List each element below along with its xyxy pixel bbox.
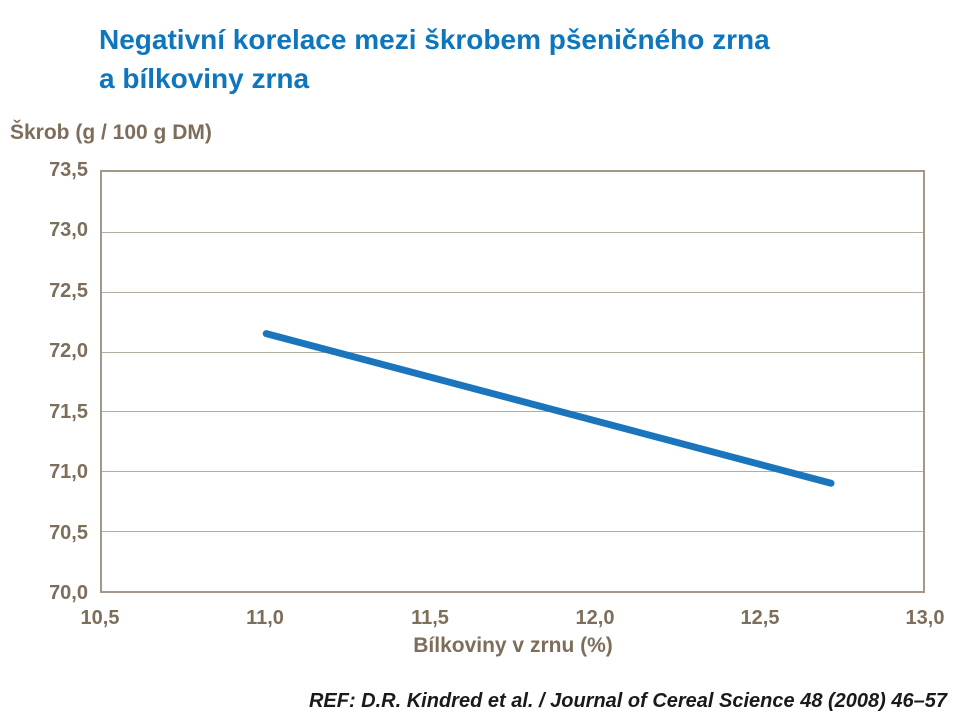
reference-citation: REF: D.R. Kindred et al. / Journal of Ce… bbox=[308, 690, 947, 712]
gridline bbox=[102, 291, 923, 293]
y-tick-label: 71,5 bbox=[49, 400, 88, 423]
x-tick-label: 11,0 bbox=[246, 607, 284, 629]
y-tick-label: 73,0 bbox=[49, 219, 88, 242]
gridline bbox=[102, 471, 923, 473]
slide-title: Negativní korelace mezi škrobem pšeničné… bbox=[99, 24, 770, 94]
x-tick-label: 11,5 bbox=[411, 607, 449, 629]
y-tick-label: 72,5 bbox=[49, 279, 88, 302]
x-axis-title: Bílkoviny v zrnu (%) bbox=[413, 634, 613, 657]
y-tick-label: 71,0 bbox=[49, 461, 88, 484]
y-tick-label: 73,5 bbox=[49, 159, 88, 181]
gridline bbox=[102, 231, 923, 233]
trend-line-chart bbox=[262, 330, 835, 487]
gridline bbox=[102, 411, 923, 413]
gridline bbox=[102, 531, 923, 533]
gridline bbox=[102, 351, 923, 353]
x-tick-label: 13,0 bbox=[905, 607, 945, 629]
x-tick-label: 10,5 bbox=[80, 607, 120, 629]
x-tick-label: 12,0 bbox=[575, 607, 615, 629]
x-tick-label: 12,5 bbox=[740, 607, 780, 629]
y-axis-title: Škrob (g / 100 g DM) bbox=[10, 121, 212, 144]
y-tick-label: 72,0 bbox=[49, 340, 88, 363]
y-tick-label: 70,5 bbox=[49, 521, 88, 544]
y-tick-label: 70,0 bbox=[49, 582, 88, 604]
plot-area bbox=[100, 170, 925, 593]
trend-line bbox=[262, 330, 835, 487]
